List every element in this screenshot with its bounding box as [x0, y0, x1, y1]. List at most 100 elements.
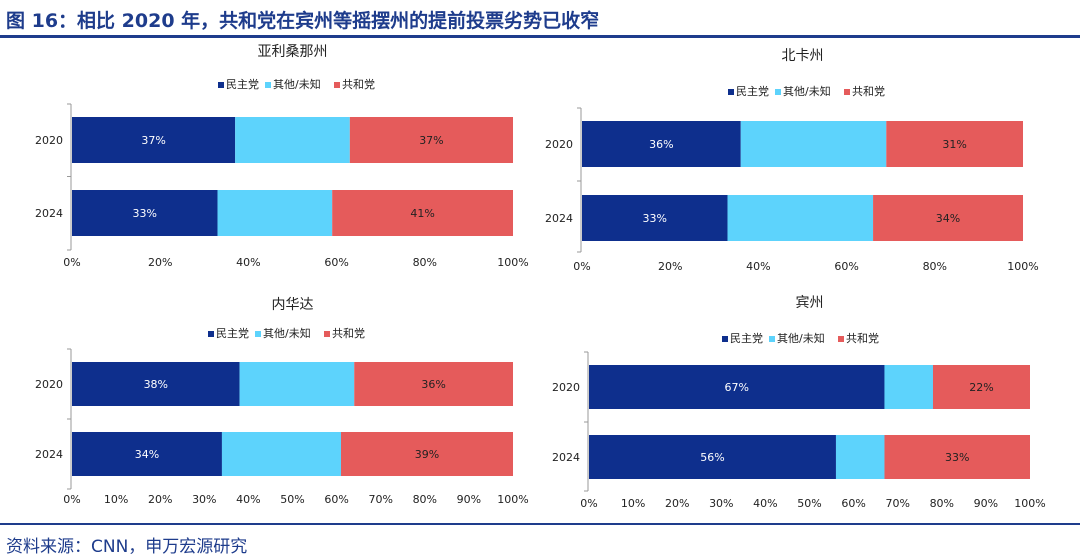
- x-tick-label-5: 40%: [753, 497, 777, 510]
- x-tick-label-4: 30%: [192, 493, 216, 506]
- x-tick-label-3: 40%: [236, 256, 260, 269]
- category-label-2024: 2024: [35, 448, 63, 461]
- data-label-2020-series-1: 37%: [141, 134, 165, 147]
- bar-2024-series-3: [341, 432, 513, 476]
- x-tick-label-3: 20%: [665, 497, 689, 510]
- x-tick-label-1: 0%: [573, 260, 590, 273]
- bar-2024-series-2: [835, 435, 885, 479]
- chart-title: 内华达: [272, 297, 314, 313]
- bottom-rule: [0, 523, 1080, 525]
- data-label-2024-series-1: 34%: [135, 448, 159, 461]
- legend-label-2: 其他/未知: [783, 84, 831, 98]
- category-label-2020: 2020: [545, 138, 573, 151]
- bar-2020-series-1: [72, 362, 240, 406]
- legend-swatch-1: [218, 82, 224, 88]
- x-tick-label-6: 50%: [797, 497, 821, 510]
- bar-2020-series-3: [886, 121, 1023, 167]
- chart-title: 宾州: [796, 295, 824, 311]
- x-tick-label-8: 70%: [368, 493, 392, 506]
- data-label-2024-series-3: 33%: [945, 451, 969, 464]
- bar-2020-series-2: [235, 117, 350, 163]
- bar-2024-series-2: [217, 190, 333, 236]
- legend-label-1: 民主党: [730, 332, 763, 345]
- category-label-2020: 2020: [552, 381, 580, 394]
- source-note: 资料来源：CNN，申万宏源研究: [6, 537, 248, 557]
- bar-2020-series-3: [349, 117, 513, 163]
- legend-swatch-3: [334, 82, 340, 88]
- data-label-2020-series-3: 36%: [421, 378, 445, 391]
- bar-2020-series-3: [354, 362, 513, 406]
- x-tick-label-8: 70%: [885, 497, 909, 510]
- x-tick-label-4: 60%: [324, 256, 348, 269]
- legend-label-2: 其他/未知: [263, 326, 311, 340]
- x-tick-label-6: 50%: [280, 493, 304, 506]
- data-label-2020-series-1: 38%: [144, 378, 168, 391]
- bar-2024-series-3: [873, 195, 1023, 241]
- bar-2020-series-1: [589, 365, 885, 409]
- legend-swatch-2: [769, 336, 775, 342]
- x-tick-label-7: 60%: [324, 493, 348, 506]
- legend-swatch-2: [265, 82, 271, 88]
- bar-2020-series-2: [884, 365, 933, 409]
- x-tick-label-1: 0%: [63, 493, 80, 506]
- bar-2020-series-2: [239, 362, 355, 406]
- bar-2024-series-1: [72, 432, 222, 476]
- category-label-2024: 2024: [552, 451, 580, 464]
- x-tick-label-2: 10%: [104, 493, 128, 506]
- data-label-2024-series-3: 41%: [410, 207, 434, 220]
- legend-label-1: 民主党: [216, 327, 249, 340]
- category-label-2024: 2024: [545, 212, 573, 225]
- x-tick-label-10: 90%: [457, 493, 481, 506]
- data-label-2020-series-3: 31%: [942, 138, 966, 151]
- x-tick-label-3: 20%: [148, 493, 172, 506]
- legend-label-1: 民主党: [226, 78, 259, 91]
- legend-swatch-1: [208, 331, 214, 337]
- x-tick-label-2: 20%: [148, 256, 172, 269]
- data-label-2020-series-3: 22%: [969, 381, 993, 394]
- x-tick-label-10: 90%: [974, 497, 998, 510]
- x-tick-label-2: 10%: [621, 497, 645, 510]
- category-label-2020: 2020: [35, 378, 63, 391]
- bar-2024-series-3: [332, 190, 513, 236]
- bar-2024-series-3: [884, 435, 1030, 479]
- title-bar: 图 16：相比 2020 年，共和党在宾州等摇摆州的提前投票劣势已收窄: [0, 0, 1080, 38]
- figure-title: 图 16：相比 2020 年，共和党在宾州等摇摆州的提前投票劣势已收窄: [6, 10, 600, 32]
- bar-2024-series-2: [221, 432, 342, 476]
- legend-label-2: 其他/未知: [273, 77, 321, 91]
- legend-swatch-1: [722, 336, 728, 342]
- bar-2020-series-2: [740, 121, 887, 167]
- x-tick-label-9: 80%: [930, 497, 954, 510]
- x-tick-label-4: 30%: [709, 497, 733, 510]
- bar-2024-series-1: [589, 435, 836, 479]
- bar-2024-series-1: [72, 190, 218, 236]
- bar-2020-series-1: [72, 117, 236, 163]
- x-tick-label-1: 0%: [63, 256, 80, 269]
- chart-title: 亚利桑那州: [258, 44, 328, 60]
- bar-2020-series-3: [932, 365, 1030, 409]
- legend-label-3: 共和党: [852, 85, 885, 98]
- legend-label-3: 共和党: [342, 78, 375, 91]
- bar-2024-series-1: [582, 195, 728, 241]
- legend-swatch-3: [844, 89, 850, 95]
- x-tick-label-4: 60%: [834, 260, 858, 273]
- category-label-2020: 2020: [35, 134, 63, 147]
- data-label-2024-series-3: 39%: [415, 448, 439, 461]
- x-tick-label-11: 100%: [1014, 497, 1045, 510]
- x-tick-label-1: 0%: [580, 497, 597, 510]
- data-label-2020-series-1: 36%: [649, 138, 673, 151]
- x-tick-label-2: 20%: [658, 260, 682, 273]
- category-label-2024: 2024: [35, 207, 63, 220]
- bar-2024-series-2: [727, 195, 874, 241]
- chart-title: 北卡州: [782, 48, 824, 64]
- x-tick-label-5: 80%: [413, 256, 437, 269]
- bar-2020-series-1: [582, 121, 741, 167]
- data-label-2020-series-1: 67%: [725, 381, 749, 394]
- data-label-2020-series-3: 37%: [419, 134, 443, 147]
- x-tick-label-5: 80%: [923, 260, 947, 273]
- x-tick-label-6: 100%: [1007, 260, 1038, 273]
- x-tick-label-6: 100%: [497, 256, 528, 269]
